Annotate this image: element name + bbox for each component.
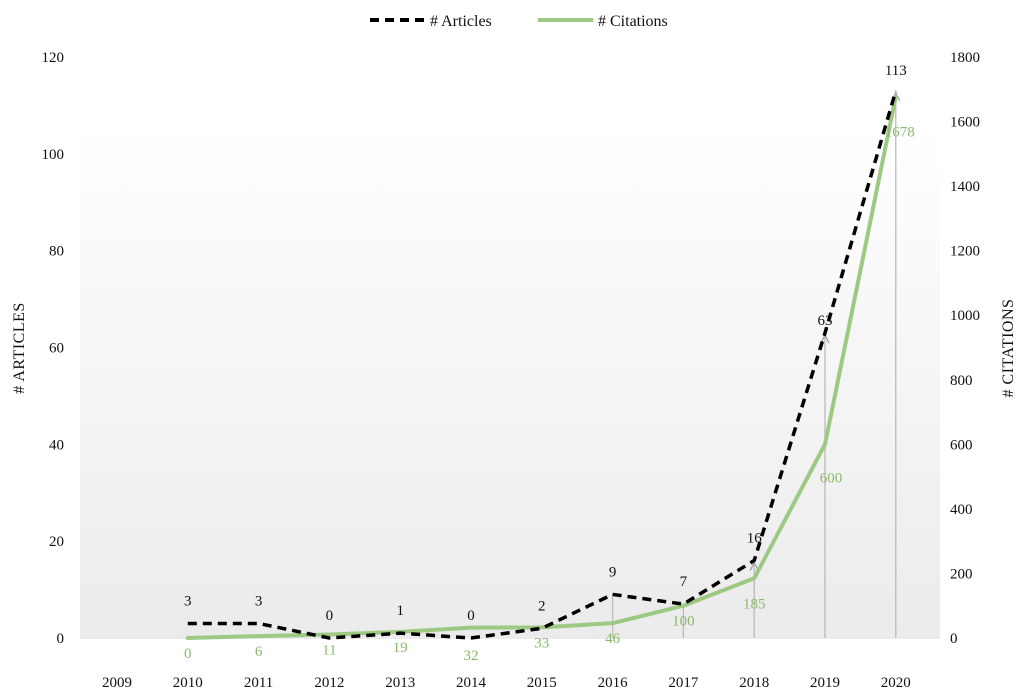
y-right-tick-label: 0: [950, 631, 958, 647]
y-axis-left-title: # ARTICLES: [11, 302, 28, 394]
citation-data-label: 19: [393, 640, 408, 656]
article-data-label: 63: [818, 313, 833, 329]
citation-data-label: 32: [464, 648, 479, 664]
y-left-tick-label: 100: [42, 147, 65, 163]
x-tick-label: 2014: [456, 675, 487, 691]
citation-data-label: 33: [534, 635, 549, 651]
series-line-citations: [185, 94, 898, 640]
article-data-label: 7: [680, 574, 688, 590]
citation-data-label: 46: [605, 631, 621, 647]
x-tick-label: 2013: [385, 675, 415, 691]
x-tick-label: 2011: [244, 675, 273, 691]
y-left-tick-label: 120: [42, 50, 65, 66]
article-data-label: 2: [538, 598, 546, 614]
y-axis-left-ticks: 0 20 40 60 80 100 120: [42, 50, 65, 647]
x-tick-label: 2012: [314, 675, 344, 691]
x-tick-label: 2009: [102, 675, 132, 691]
article-data-label: 0: [326, 608, 334, 624]
legend-citations-label: # Citations: [598, 13, 668, 30]
citation-data-label: 1678: [885, 124, 915, 140]
x-tick-label: 2010: [173, 675, 203, 691]
x-tick-label: 2016: [598, 675, 629, 691]
label-leader-lines: [611, 90, 901, 638]
y-axis-right-title: # CITATIONS: [1000, 299, 1017, 398]
y-right-tick-label: 1200: [950, 244, 980, 260]
series-lines: [185, 90, 898, 640]
citation-data-label: 0: [184, 646, 192, 662]
y-left-tick-label: 20: [49, 534, 64, 550]
y-right-tick-label: 1800: [950, 50, 980, 66]
y-right-tick-label: 1000: [950, 308, 980, 324]
citation-data-label: 100: [672, 614, 695, 630]
y-left-tick-label: 0: [57, 631, 65, 647]
x-tick-label: 2015: [527, 675, 557, 691]
x-tick-label: 2018: [739, 675, 769, 691]
article-data-label: 1: [396, 603, 404, 619]
x-tick-label: 2019: [810, 675, 840, 691]
article-data-label: 113: [885, 63, 907, 79]
citation-data-label: 6: [255, 644, 263, 660]
x-axis-ticks: 2009 2010 2011 2012 2013 2014 2015 2016 2017 2018…: [102, 675, 911, 691]
citation-data-label: 600: [820, 470, 843, 486]
plot-background: [80, 125, 940, 639]
citation-data-label: 185: [743, 596, 766, 612]
y-right-tick-label: 200: [950, 566, 973, 582]
article-data-label: 9: [609, 564, 617, 580]
article-data-label: 16: [747, 531, 763, 547]
article-data-label: 3: [255, 593, 263, 609]
y-right-tick-label: 400: [950, 502, 973, 518]
citation-data-label: 11: [322, 642, 336, 658]
x-tick-label: 2017: [668, 675, 699, 691]
y-axis-right-ticks: 0 200 400 600 800 1000 1200 1400 1600 1800: [950, 50, 980, 647]
y-left-tick-label: 60: [49, 341, 64, 357]
y-right-tick-label: 1400: [950, 179, 980, 195]
y-left-tick-label: 40: [49, 437, 64, 453]
y-right-tick-label: 800: [950, 373, 973, 389]
y-right-tick-label: 600: [950, 437, 973, 453]
legend: # Articles # Citations: [370, 13, 668, 30]
y-left-tick-label: 80: [49, 244, 64, 260]
series-line-articles: [187, 90, 898, 640]
article-data-label: 0: [467, 608, 475, 624]
y-right-tick-label: 1600: [950, 115, 980, 131]
article-data-label: 3: [184, 593, 192, 609]
legend-articles-label: # Articles: [430, 13, 492, 30]
x-tick-label: 2020: [881, 675, 911, 691]
